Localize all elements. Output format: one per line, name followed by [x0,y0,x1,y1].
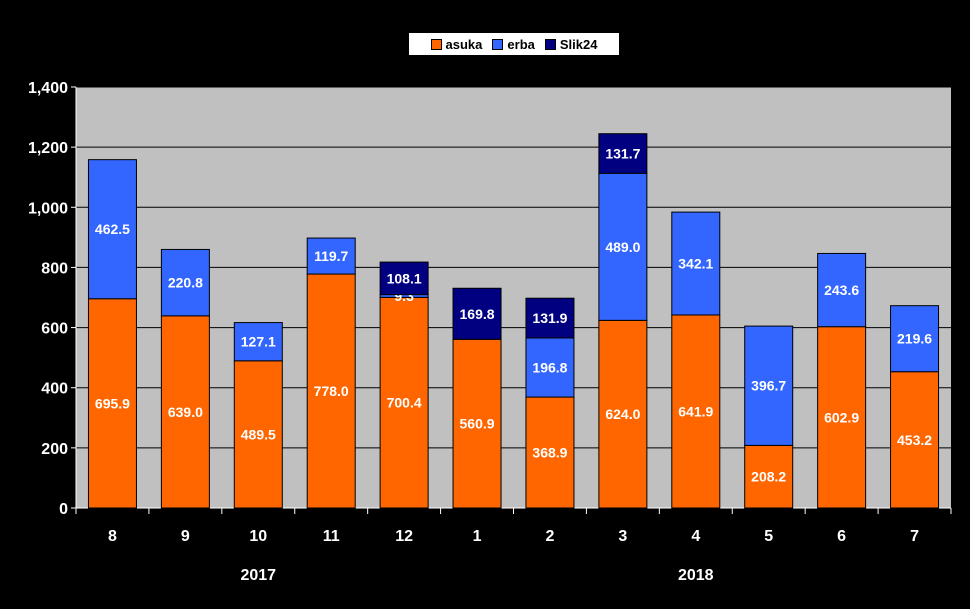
data-label-erba-9: 220.8 [168,275,203,291]
data-label-erba-10: 127.1 [241,334,276,350]
data-label-asuka-12: 700.4 [387,395,422,411]
bar-asuka-9 [160,315,210,509]
x-tick-label: 5 [764,528,773,545]
x-tick-label: 1 [473,528,482,545]
x-tick-label: 4 [691,528,700,545]
data-label-asuka-3: 624.0 [605,406,640,422]
bar-erba-7 [890,305,940,373]
data-label-erba-8: 462.5 [95,221,130,237]
bar-asuka-10 [233,360,283,509]
bar-asuka-11 [306,273,356,509]
x-tick-label: 6 [837,528,846,545]
x-tick-label: 11 [323,528,340,545]
legend-swatch [492,38,504,50]
data-label-slik24-3: 131.7 [605,146,640,162]
x-group-label: 2017 [240,567,276,584]
data-label-slik24-2: 131.9 [532,310,567,326]
y-tick-label: 600 [41,321,68,338]
data-label-asuka-7: 453.2 [897,432,932,448]
x-group-label: 2018 [678,567,714,584]
y-tick-label: 800 [41,260,68,277]
bar-slik24-12 [379,261,429,296]
data-label-erba-3: 489.0 [605,239,640,255]
y-tick-label: 1,000 [28,200,68,217]
bar-slik24-2 [525,297,575,339]
data-label-erba-5: 396.7 [751,378,786,394]
y-tick-label: 1,200 [28,140,68,157]
y-tick-label: 0 [59,501,68,518]
data-label-asuka-11: 778.0 [314,383,349,399]
bar-erba-2 [525,337,575,398]
data-label-slik24-12: 108.1 [387,270,422,286]
bar-asuka-3 [598,319,648,509]
x-tick-label: 7 [910,528,919,545]
bar-asuka-4 [671,314,721,509]
legend-swatch [544,38,556,50]
bar-erba-5 [744,325,794,446]
data-label-erba-2: 196.8 [532,359,567,375]
data-label-erba-7: 219.6 [897,331,932,347]
bar-slik24-1 [452,287,502,340]
data-label-asuka-2: 368.9 [532,445,567,461]
data-label-asuka-6: 602.9 [824,409,859,425]
bar-erba-11 [306,237,356,275]
legend-item-slik24: Slik24 [544,36,598,52]
x-tick-label: 8 [108,528,117,545]
x-tick-label: 12 [395,528,413,545]
bar-asuka-12 [379,296,429,509]
y-tick-label: 200 [41,441,68,458]
bar-slik24-3 [598,133,648,174]
data-label-asuka-4: 641.9 [678,403,713,419]
plot-area [76,87,951,508]
data-label-asuka-10: 489.5 [241,426,276,442]
data-label-slik24-1: 169.8 [460,306,495,322]
legend-swatch [430,38,442,50]
bar-asuka-8 [87,298,137,509]
legend-label: Slik24 [559,36,598,52]
x-tick-label: 10 [249,528,267,545]
bar-asuka-7 [890,371,940,509]
bar-asuka-2 [525,396,575,509]
data-label-asuka-5: 208.2 [751,469,786,485]
x-tick-label: 2 [546,528,555,545]
bar-erba-10 [233,322,283,362]
legend-label: erba [507,36,535,52]
data-label-asuka-8: 695.9 [95,395,130,411]
data-label-asuka-9: 639.0 [168,404,203,420]
data-label-erba-11: 119.7 [314,248,348,264]
legend-item-erba: erba [492,36,535,52]
legend-label: asuka [445,36,483,52]
y-tick-label: 400 [41,381,68,398]
bar-asuka-5 [744,444,794,509]
legend-item-asuka: asuka [430,36,483,52]
x-tick-label: 3 [618,528,627,545]
data-label-erba-4: 342.1 [678,256,713,272]
y-tick-label: 1,400 [28,80,68,97]
bar-asuka-6 [817,326,867,509]
bar-erba-4 [671,211,721,316]
legend: asuka erba Slik24 [408,32,620,56]
data-label-asuka-1: 560.9 [460,416,495,432]
bar-erba-8 [87,159,137,300]
bar-erba-9 [160,248,210,317]
bar-erba-6 [817,252,867,328]
data-label-erba-6: 243.6 [824,282,859,298]
x-tick-label: 9 [181,528,190,545]
